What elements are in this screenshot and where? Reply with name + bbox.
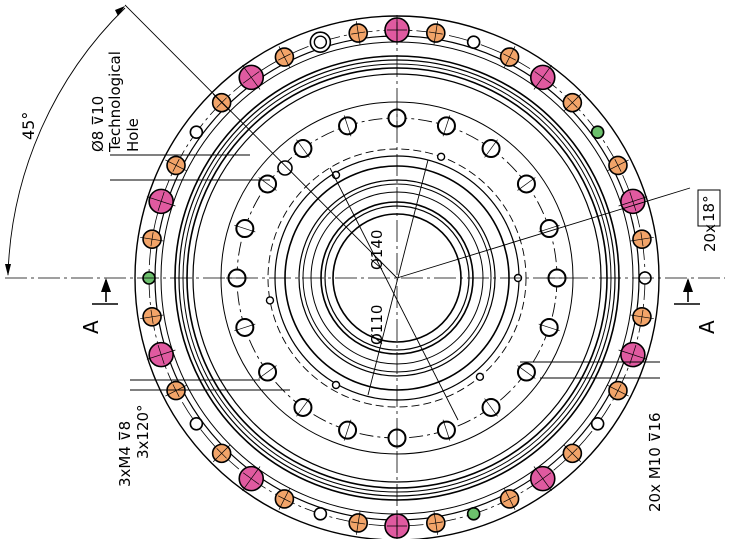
inner-hole-m10 xyxy=(481,139,501,159)
outer-hole-orange xyxy=(607,155,629,176)
outer-hole-orange xyxy=(425,511,446,535)
dimension-leaders xyxy=(110,4,691,421)
tech-hole-dimension: Ø8 ⊽10 xyxy=(89,96,107,152)
outer-hole-orange xyxy=(630,306,654,327)
outer-hole-orange xyxy=(562,443,583,464)
inner-hole-m10 xyxy=(436,419,456,441)
outer-hole-white xyxy=(189,125,204,140)
inner-hole-m10 xyxy=(538,317,560,337)
outer-hole-orange xyxy=(562,92,583,113)
inner-hole-m10 xyxy=(293,139,313,159)
technological-hole xyxy=(277,160,293,176)
outer-hole-orange xyxy=(165,380,187,401)
pitch-angle: 18° xyxy=(700,195,718,222)
inner-hole-m10 xyxy=(338,115,358,137)
outer-hole-orange xyxy=(274,488,295,510)
outer-hole-white xyxy=(189,416,204,431)
outer-hole-pink xyxy=(238,465,265,492)
section-mark-label-left: A xyxy=(79,320,103,334)
angle-arc xyxy=(7,7,126,276)
m4-hole xyxy=(331,380,341,390)
angle-arrow-bottom xyxy=(5,264,11,276)
outer-hole-orange xyxy=(140,229,164,250)
outer-hole-orange xyxy=(348,511,369,535)
outer-hole-orange xyxy=(165,155,187,176)
outer-hole-white xyxy=(313,507,328,521)
outer-hole-orange xyxy=(211,443,232,464)
tech-hole-text-2: Hole xyxy=(124,118,142,152)
inner-hole-m10 xyxy=(258,174,278,194)
m10-dimension: 20x M10 ⊽16 xyxy=(646,412,664,512)
m4-hole xyxy=(475,372,485,382)
outer-hole-orange xyxy=(274,46,295,68)
inner-hole-m10 xyxy=(516,362,536,382)
outer-hole-orange xyxy=(499,488,520,510)
angle-arrow-top xyxy=(115,6,125,16)
tech-hole-text-1: Technological xyxy=(106,51,124,153)
section-mark-label-right: A xyxy=(695,320,719,334)
outer-hole-double xyxy=(309,31,332,53)
outer-hole-pink xyxy=(238,64,265,91)
inner-hole-m10 xyxy=(516,174,536,194)
outer-hole-orange xyxy=(425,21,446,45)
outer-hole-orange xyxy=(607,380,629,401)
inner-hole-m10 xyxy=(293,397,313,417)
inner-hole-m10 xyxy=(234,219,256,239)
outer-hole-green xyxy=(590,125,605,140)
inner-diameter-110: Ø110 xyxy=(368,305,386,345)
inner-hole-m10 xyxy=(481,397,501,417)
m4-hole xyxy=(265,296,275,305)
outer-hole-orange xyxy=(348,21,369,45)
m4-small-holes xyxy=(265,152,523,390)
m4-pattern: 3x120° xyxy=(134,404,152,459)
section-mark-left: A xyxy=(79,278,118,334)
outer-hole-pink xyxy=(146,341,176,368)
outer-hole-pink xyxy=(529,465,556,492)
inner-diameter-140: Ø140 xyxy=(368,230,386,270)
outer-bolt-holes xyxy=(140,15,654,539)
outer-hole-orange xyxy=(140,306,164,327)
outer-hole-orange xyxy=(499,46,520,68)
pitch-count: 20x xyxy=(701,224,719,252)
pitch-angle-box xyxy=(697,189,721,227)
section-mark-right: A xyxy=(674,278,719,334)
outer-hole-white xyxy=(466,35,481,49)
outer-hole-pink xyxy=(529,64,556,91)
inner-hole-m10 xyxy=(436,115,456,137)
inner-hole-m10 xyxy=(234,317,256,337)
outer-hole-green xyxy=(466,507,481,521)
center-lines xyxy=(5,22,725,535)
inner-hole-m10 xyxy=(338,419,358,441)
angle-label: 45° xyxy=(19,112,38,140)
m4-hole xyxy=(436,152,446,161)
outer-hole-orange xyxy=(630,229,654,250)
outer-hole-white xyxy=(590,416,605,431)
m4-dimension: 3xM4 ⊽8 xyxy=(116,421,134,487)
outer-hole-pink xyxy=(618,341,648,368)
inner-hole-m10 xyxy=(258,362,278,382)
outer-hole-pink xyxy=(146,188,176,215)
